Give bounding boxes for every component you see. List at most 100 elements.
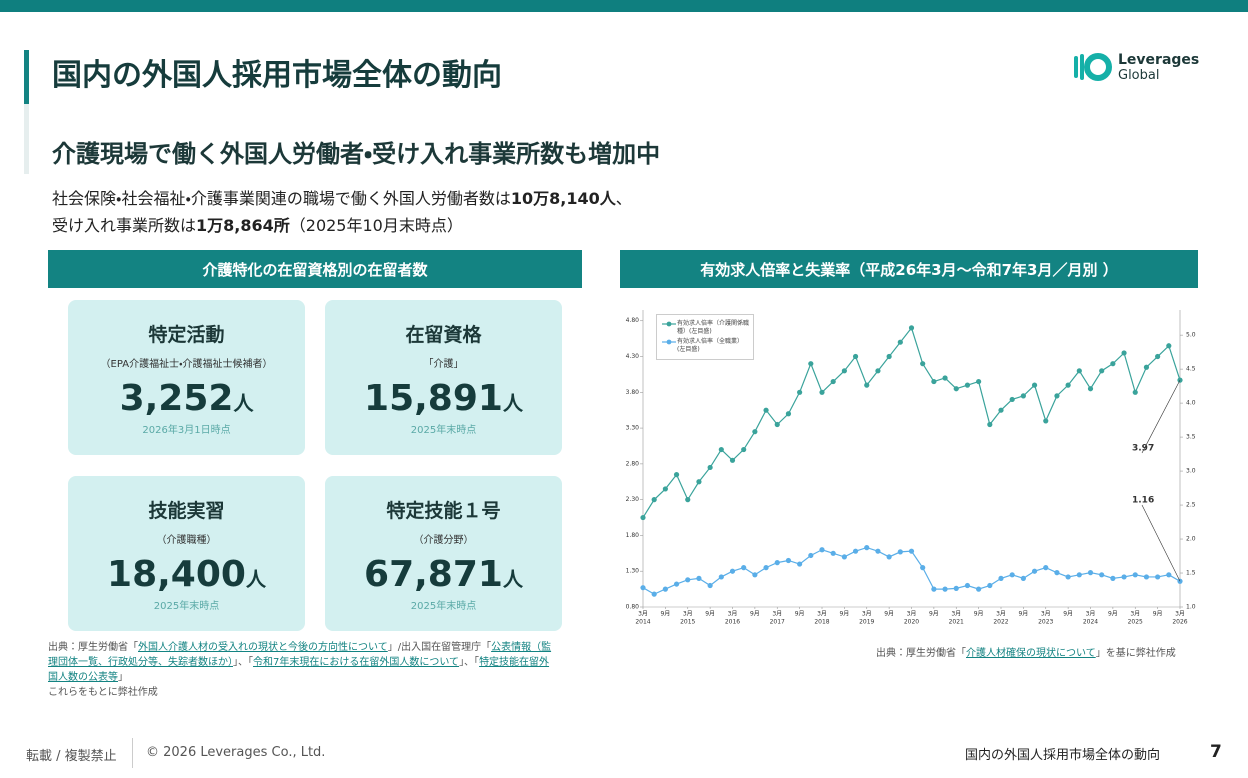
series-point	[707, 464, 713, 471]
series-point	[897, 549, 903, 555]
x-tick-label: 3月	[1175, 611, 1185, 618]
x-year-label: 2024	[1083, 619, 1098, 626]
series-point	[1009, 572, 1015, 578]
series-point	[1110, 361, 1116, 367]
x-year-label: 2021	[949, 619, 964, 626]
y-tick-label: 2.30	[626, 496, 640, 503]
y-tick-label: 1.30	[626, 568, 640, 575]
series-point	[651, 591, 657, 597]
series-point	[931, 378, 937, 385]
series-point	[1031, 568, 1038, 574]
annotation: 3.97	[1132, 444, 1154, 454]
link[interactable]: 特定技能在留外国人数の公表等	[48, 657, 550, 683]
series-point	[729, 457, 736, 463]
link[interactable]: 介護人材確保の現状について	[966, 648, 1096, 659]
series-point	[1043, 418, 1049, 424]
text-line: 社会保険・社会福祉・介護事業関連の職場で働く外国人労働者数は10万8,140人、	[52, 185, 632, 212]
text: 、	[615, 189, 632, 208]
x-tick-label: 3月	[996, 611, 1006, 618]
series-point	[696, 479, 702, 485]
text: 」、「	[459, 657, 480, 668]
series-point	[1065, 574, 1071, 580]
card-note: （介護分野）	[413, 535, 474, 546]
series-point	[774, 560, 780, 566]
x-tick-label: 9月	[1063, 611, 1073, 618]
legend-swatch-dot	[666, 339, 672, 345]
series-point	[976, 378, 982, 385]
series-point	[763, 565, 769, 571]
text: 受け入れ事業所数は	[52, 216, 197, 235]
x-year-label: 2015	[680, 619, 695, 626]
series-point	[1099, 572, 1105, 578]
series-point	[808, 361, 814, 367]
text: 出典：厚生労働省「	[48, 642, 138, 653]
y2-tick-label: 3.0	[1186, 468, 1196, 475]
series-point	[1132, 572, 1138, 578]
y2-tick-label: 5.0	[1186, 332, 1196, 339]
series-point	[1020, 575, 1026, 581]
text-line: 出典：厚生労働省「介護人材確保の現状について」を基に弊社作成	[876, 646, 1176, 661]
series-point	[964, 382, 971, 388]
x-tick-label: 3月	[907, 611, 917, 618]
link[interactable]: 公表情報（監理団体一覧、行政処分等、失踪者数ほか）	[48, 642, 552, 668]
series-point	[1132, 389, 1138, 395]
series-point	[864, 382, 870, 388]
series-point	[908, 325, 915, 331]
chart: 0.80 1.30 1.80 2.30 2.80 3.30 3.80 4.30 4.80 1.0 1…	[626, 310, 1196, 626]
card-value: 67,871	[364, 554, 503, 595]
x-tick-label: 9月	[974, 611, 984, 618]
series-point	[718, 446, 724, 453]
x-tick-label: 3月	[1086, 611, 1096, 618]
series-point	[998, 575, 1004, 581]
y-tick-label: 0.80	[626, 604, 640, 611]
series-point	[1099, 368, 1105, 374]
y2-tick-label: 2.5	[1186, 502, 1196, 509]
y2-tick-label: 3.5	[1186, 434, 1196, 441]
series-point	[830, 550, 836, 556]
card-value: 18,400	[107, 554, 246, 595]
card-date: 2025年末時点	[153, 601, 220, 612]
card: 特定技能１号 （介護分野） 67,871人 2025年末時点	[325, 476, 562, 631]
x-tick-label: 3月	[1041, 611, 1051, 618]
y-tick-label: 1.80	[626, 532, 640, 539]
y2-tick-label: 4.5	[1186, 366, 1196, 373]
x-tick-label: 9月	[750, 611, 760, 618]
x-year-label: 2026	[1172, 619, 1187, 626]
link[interactable]: 外国人介護人材の受入れの現状と今後の方向性について	[138, 642, 388, 653]
x-year-label: 2025	[1128, 619, 1143, 626]
series-point	[1020, 393, 1026, 399]
series-point	[1143, 574, 1150, 580]
card: 特定活動 （EPA介護福祉士・介護福祉士候補者） 3,252人 2026年3月1日時点	[68, 300, 305, 455]
series-point	[875, 368, 881, 374]
legend: 有効求人倍率（介護関係職種）(左目盛) 有効求人倍率（全職業）(左目盛)	[656, 314, 754, 360]
text-line: これらをもとに弊社作成	[48, 685, 558, 700]
text: 」/出入国在留管理庁「	[387, 642, 492, 653]
y-tick-label: 3.80	[626, 389, 640, 396]
series-point	[1054, 393, 1060, 399]
x-tick-label: 3月	[951, 611, 961, 618]
link[interactable]: 令和7年末現在における在留外国人数について	[253, 657, 460, 668]
series-point	[685, 577, 691, 583]
x-tick-label: 3月	[728, 611, 738, 618]
text-line: 受け入れ事業所数は1万8,864所（2025年10月末時点）	[52, 212, 632, 239]
text-line: 出典：厚生労働省「外国人介護人材の受入れの現状と今後の方向性について」/出入国在…	[48, 640, 558, 685]
logo-ring	[1084, 53, 1112, 81]
x-tick-label: 3月	[638, 611, 648, 618]
series-point	[752, 429, 758, 435]
series-point	[785, 557, 792, 564]
x-tick-label: 9月	[1108, 611, 1118, 618]
series-point	[953, 386, 959, 392]
legend-label: 有効求人倍率（全職業）(左目盛)	[677, 338, 744, 353]
series-point	[841, 554, 847, 560]
legend-swatch	[662, 321, 676, 327]
series-point	[763, 407, 769, 413]
title-accent	[24, 50, 29, 104]
series-point	[662, 486, 668, 492]
intro: 社会保険・社会福祉・介護事業関連の職場で働く外国人労働者数は10万8,140人、…	[52, 185, 632, 239]
card-title: 特定技能１号	[386, 500, 501, 522]
x-tick-label: 9月	[884, 611, 894, 618]
series-point	[1143, 364, 1150, 370]
card-note: （介護職種）	[156, 535, 217, 546]
series-point	[987, 421, 993, 428]
series-point	[662, 586, 668, 592]
